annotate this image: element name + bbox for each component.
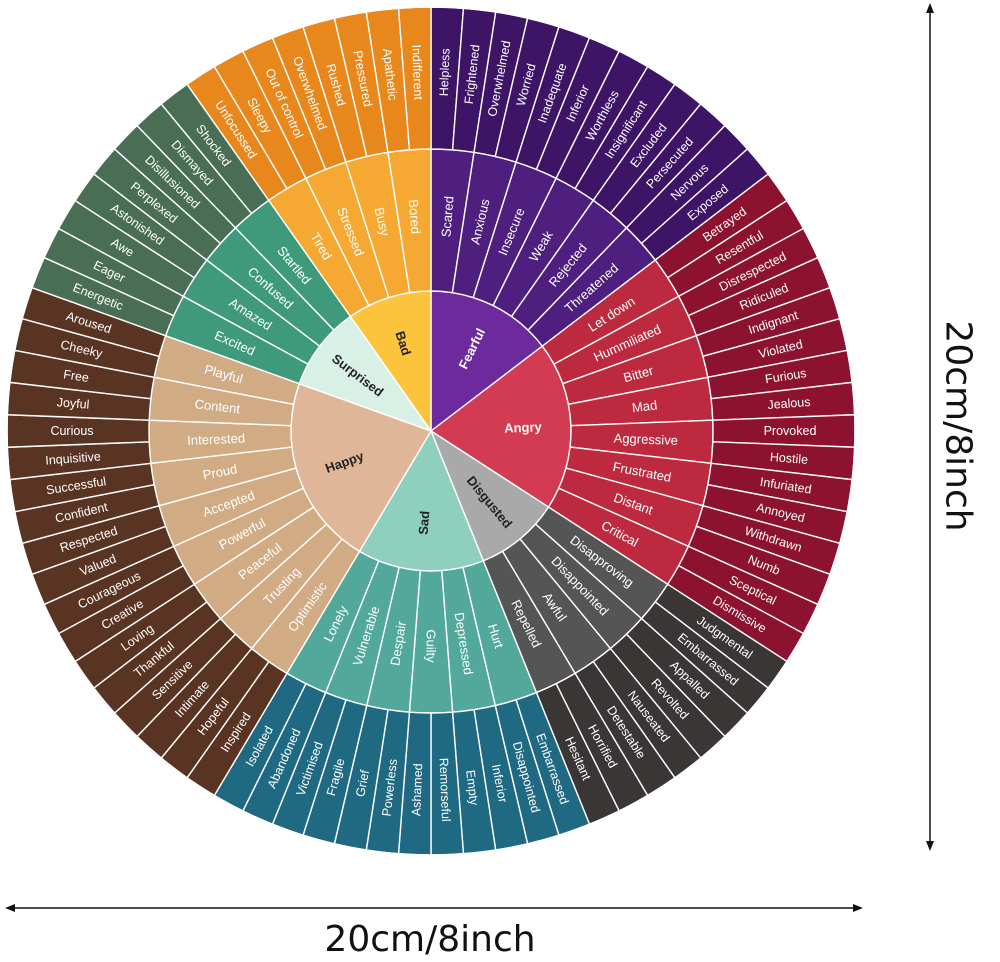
middle-label-scared: Scared — [438, 196, 456, 238]
outer-label-free: Free — [62, 367, 90, 385]
outer-label-frightened: Frightened — [462, 44, 483, 105]
outer-label-indifferent: Indifferent — [409, 44, 425, 100]
middle-label-content: Content — [194, 396, 241, 416]
middle-label-aggressive: Aggressive — [613, 431, 678, 448]
outer-label-hostile: Hostile — [769, 450, 808, 467]
height-dimension-label: 20cm/8inch — [937, 320, 979, 532]
middle-label-interested: Interested — [187, 431, 245, 448]
outer-label-jealous: Jealous — [767, 395, 811, 412]
middle-label-guilty: Guilty — [424, 629, 439, 663]
outer-label-inquisitive: Inquisitive — [45, 449, 102, 467]
outer-label-empty: Empty — [463, 769, 481, 807]
outer-label-remorseful: Remorseful — [437, 758, 453, 822]
width-dimension-label: 20cm/8inch — [324, 919, 536, 960]
outer-label-ashamed: Ashamed — [409, 763, 425, 816]
outer-label-apathetic: Apathetic — [380, 48, 400, 101]
middle-label-despair: Despair — [387, 620, 409, 667]
wheel-rim — [6, 6, 856, 856]
middle-label-bored: Bored — [406, 199, 424, 235]
outer-label-joyful: Joyful — [56, 395, 90, 411]
middle-label-hurt: Hurt — [485, 622, 507, 650]
middle-label-mad: Mad — [631, 397, 658, 415]
outer-label-furious: Furious — [764, 366, 807, 386]
outer-label-provoked: Provoked — [764, 424, 817, 438]
outer-label-helpless: Helpless — [437, 48, 453, 96]
dimension-arrows — [5, 2, 934, 912]
core-label-sad: Sad — [416, 510, 433, 535]
core-label-angry: Angry — [504, 419, 543, 435]
core-label-bad: Bad — [392, 329, 414, 357]
outer-label-powerless: Powerless — [380, 758, 401, 817]
outer-label-grief: Grief — [353, 768, 372, 798]
middle-label-busy: Busy — [371, 206, 392, 238]
outer-label-curious: Curious — [50, 424, 93, 438]
middle-label-proud: Proud — [201, 461, 238, 482]
